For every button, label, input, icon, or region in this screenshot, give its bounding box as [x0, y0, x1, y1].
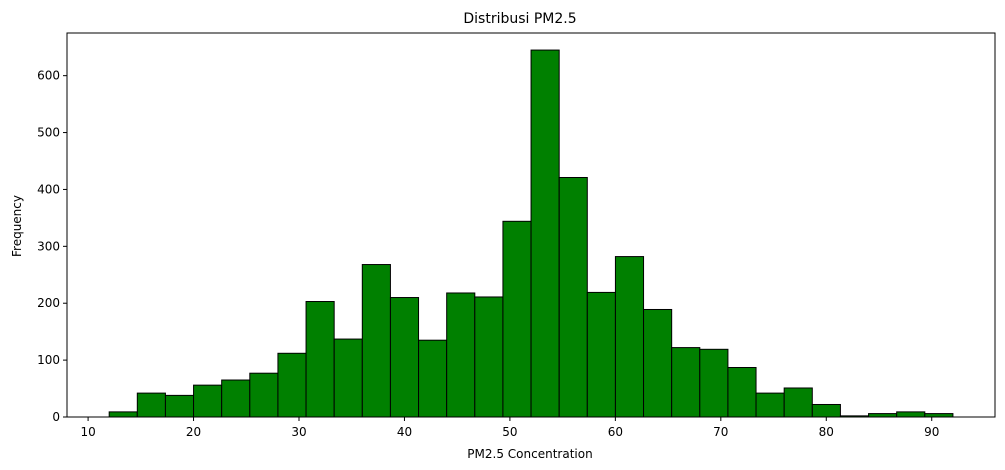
y-tick-label: 0: [52, 410, 60, 424]
chart-title: Distribusi PM2.5: [463, 11, 576, 27]
histogram-bar: [221, 379, 251, 418]
histogram-bar: [868, 413, 898, 418]
x-axis-title: PM2.5 Concentration: [467, 447, 592, 461]
histogram-bar: [108, 411, 138, 418]
histogram-bar: [418, 339, 448, 418]
y-axis: 0 100 200 300 400 500 600: [37, 69, 67, 424]
bars-group: [108, 49, 954, 418]
x-tick-label: 40: [397, 425, 412, 439]
histogram-bar: [699, 348, 729, 418]
histogram-bar: [502, 220, 532, 418]
x-tick-label: 30: [291, 425, 306, 439]
x-tick-label: 50: [502, 425, 517, 439]
y-tick-label: 200: [37, 296, 60, 310]
histogram-bar: [193, 384, 223, 418]
histogram-bar: [530, 49, 560, 418]
plot-frame: [66, 32, 996, 418]
histogram-bar: [249, 372, 279, 418]
histogram-bar: [783, 387, 813, 418]
histogram-bar: [586, 291, 616, 418]
y-tick-label: 400: [37, 182, 60, 196]
histogram-bar: [558, 176, 588, 418]
histogram-bar: [755, 392, 785, 418]
histogram-bar: [614, 256, 645, 418]
histogram-bar: [727, 367, 757, 418]
histogram-bar: [333, 338, 363, 418]
y-tick-label: 600: [37, 69, 60, 83]
x-axis: 10 20 30 40 50 60 70 80 90: [80, 417, 939, 439]
histogram-bar: [924, 413, 954, 418]
histogram-bar: [446, 292, 476, 418]
x-tick-label: 10: [80, 425, 95, 439]
histogram-bar: [671, 347, 701, 418]
y-tick-label: 500: [37, 126, 60, 140]
y-tick-label: 100: [37, 353, 60, 367]
x-tick-label: 20: [186, 425, 201, 439]
histogram-bar: [389, 297, 420, 418]
x-tick-label: 70: [713, 425, 728, 439]
x-tick-label: 80: [819, 425, 834, 439]
histogram-bar: [164, 394, 195, 418]
histogram-bar: [643, 308, 673, 418]
y-axis-title: Frequency: [10, 195, 24, 257]
y-tick-label: 300: [37, 239, 60, 253]
histogram-bar: [361, 264, 391, 418]
x-tick-label: 60: [608, 425, 623, 439]
histogram-bar: [896, 411, 926, 418]
histogram-bar: [305, 301, 335, 418]
histogram-bar: [811, 403, 841, 418]
histogram-bar: [136, 392, 166, 418]
histogram-bar: [277, 352, 307, 418]
x-tick-label: 90: [924, 425, 939, 439]
histogram-bar: [474, 296, 504, 418]
